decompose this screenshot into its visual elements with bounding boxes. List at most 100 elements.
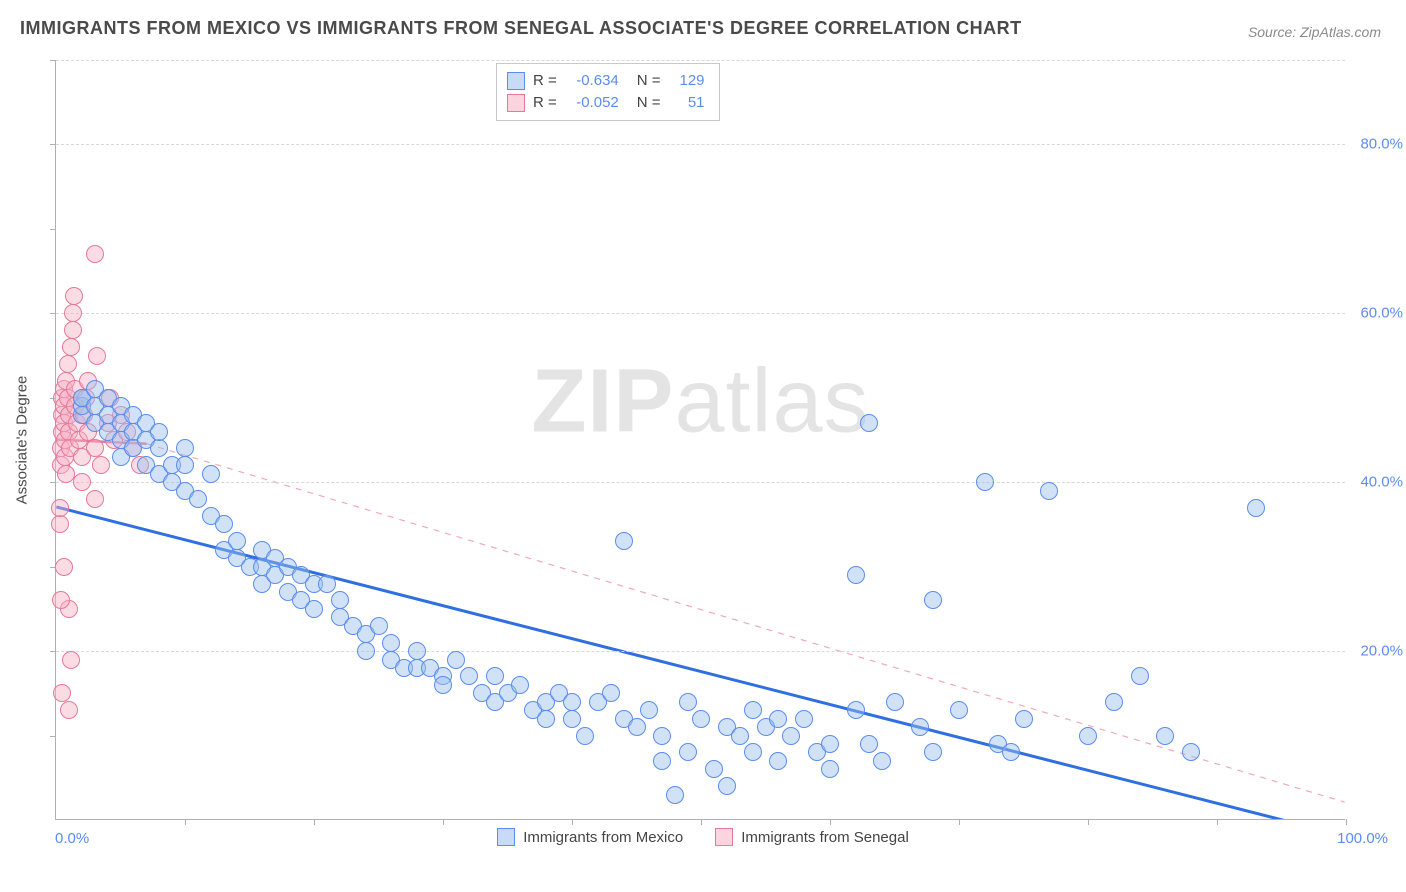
data-point-mexico xyxy=(1079,727,1097,745)
gridline xyxy=(56,313,1345,314)
data-point-mexico xyxy=(1105,693,1123,711)
data-point-mexico xyxy=(460,667,478,685)
x-tick-mark xyxy=(1346,819,1347,825)
y-tick-label: 20.0% xyxy=(1360,643,1403,660)
x-tick-mark xyxy=(572,819,573,825)
data-point-mexico xyxy=(408,642,426,660)
y-tick-label: 80.0% xyxy=(1360,136,1403,153)
data-point-mexico xyxy=(744,701,762,719)
data-point-mexico xyxy=(847,701,865,719)
x-tick-mark xyxy=(1217,819,1218,825)
data-point-mexico xyxy=(318,575,336,593)
correlation-legend: R = -0.634 N = 129 R = -0.052 N = 51 xyxy=(496,63,720,121)
swatch-mexico xyxy=(507,72,525,90)
data-point-mexico xyxy=(692,710,710,728)
y-tick-mark xyxy=(50,482,56,483)
data-point-senegal xyxy=(88,347,106,365)
data-point-mexico xyxy=(679,693,697,711)
data-point-mexico xyxy=(924,743,942,761)
y-tick-mark xyxy=(50,60,56,61)
y-tick-mark xyxy=(50,144,56,145)
data-point-mexico xyxy=(821,735,839,753)
data-point-mexico xyxy=(486,667,504,685)
data-point-mexico xyxy=(537,710,555,728)
legend-r-label: R = xyxy=(533,92,557,114)
data-point-mexico xyxy=(305,600,323,618)
data-point-mexico xyxy=(331,591,349,609)
data-point-mexico xyxy=(679,743,697,761)
data-point-mexico xyxy=(1247,499,1265,517)
legend-n-mexico: 129 xyxy=(671,70,705,92)
data-point-mexico xyxy=(976,473,994,491)
data-point-mexico xyxy=(911,718,929,736)
data-point-mexico xyxy=(1182,743,1200,761)
legend-r-senegal: -0.052 xyxy=(567,92,619,114)
y-tick-mark xyxy=(50,736,56,737)
data-point-mexico xyxy=(653,752,671,770)
data-point-mexico xyxy=(189,490,207,508)
y-tick-label: 60.0% xyxy=(1360,305,1403,322)
data-point-mexico xyxy=(847,566,865,584)
data-point-mexico xyxy=(563,710,581,728)
chart-title: IMMIGRANTS FROM MEXICO VS IMMIGRANTS FRO… xyxy=(20,18,1022,39)
legend-r-mexico: -0.634 xyxy=(567,70,619,92)
y-tick-mark xyxy=(50,229,56,230)
data-point-senegal xyxy=(52,591,70,609)
data-point-mexico xyxy=(228,532,246,550)
data-point-mexico xyxy=(860,414,878,432)
legend-r-label: R = xyxy=(533,70,557,92)
data-point-senegal xyxy=(86,490,104,508)
watermark-atlas: atlas xyxy=(674,351,869,451)
data-point-mexico xyxy=(511,676,529,694)
data-point-senegal xyxy=(55,558,73,576)
data-point-mexico xyxy=(382,634,400,652)
source-label: Source: ZipAtlas.com xyxy=(1248,24,1381,40)
data-point-mexico xyxy=(769,752,787,770)
data-point-senegal xyxy=(92,456,110,474)
x-tick-mark xyxy=(830,819,831,825)
watermark-zip: ZIP xyxy=(531,351,674,451)
data-point-mexico xyxy=(447,651,465,669)
x-tick-mark xyxy=(701,819,702,825)
data-point-mexico xyxy=(150,439,168,457)
data-point-mexico xyxy=(731,727,749,745)
data-point-mexico xyxy=(1002,743,1020,761)
data-point-mexico xyxy=(795,710,813,728)
gridline xyxy=(56,144,1345,145)
data-point-mexico xyxy=(434,676,452,694)
legend-item-senegal: Immigrants from Senegal xyxy=(715,828,909,846)
data-point-mexico xyxy=(202,465,220,483)
data-point-mexico xyxy=(705,760,723,778)
data-point-mexico xyxy=(821,760,839,778)
data-point-mexico xyxy=(176,439,194,457)
trend-lines-svg xyxy=(56,60,1345,819)
data-point-mexico xyxy=(782,727,800,745)
data-point-mexico xyxy=(1131,667,1149,685)
data-point-mexico xyxy=(1015,710,1033,728)
legend-label-mexico: Immigrants from Mexico xyxy=(523,829,683,846)
x-tick-mark xyxy=(1088,819,1089,825)
legend-label-senegal: Immigrants from Senegal xyxy=(741,829,909,846)
data-point-mexico xyxy=(886,693,904,711)
data-point-senegal xyxy=(51,515,69,533)
data-point-senegal xyxy=(64,321,82,339)
x-tick-mark xyxy=(959,819,960,825)
gridline xyxy=(56,60,1345,61)
y-tick-mark xyxy=(50,651,56,652)
data-point-mexico xyxy=(563,693,581,711)
plot-area: ZIPatlas R = -0.634 N = 129 R = -0.052 N… xyxy=(55,60,1345,820)
legend-row-mexico: R = -0.634 N = 129 xyxy=(507,70,705,92)
swatch-senegal xyxy=(507,94,525,112)
series-legend: Immigrants from Mexico Immigrants from S… xyxy=(0,828,1406,846)
data-point-senegal xyxy=(59,355,77,373)
y-axis-title: Associate's Degree xyxy=(14,376,31,505)
data-point-senegal xyxy=(64,304,82,322)
data-point-senegal xyxy=(65,287,83,305)
data-point-senegal xyxy=(60,701,78,719)
data-point-mexico xyxy=(924,591,942,609)
data-point-mexico xyxy=(666,786,684,804)
x-tick-mark xyxy=(314,819,315,825)
data-point-senegal xyxy=(62,338,80,356)
data-point-senegal xyxy=(86,439,104,457)
data-point-mexico xyxy=(602,684,620,702)
